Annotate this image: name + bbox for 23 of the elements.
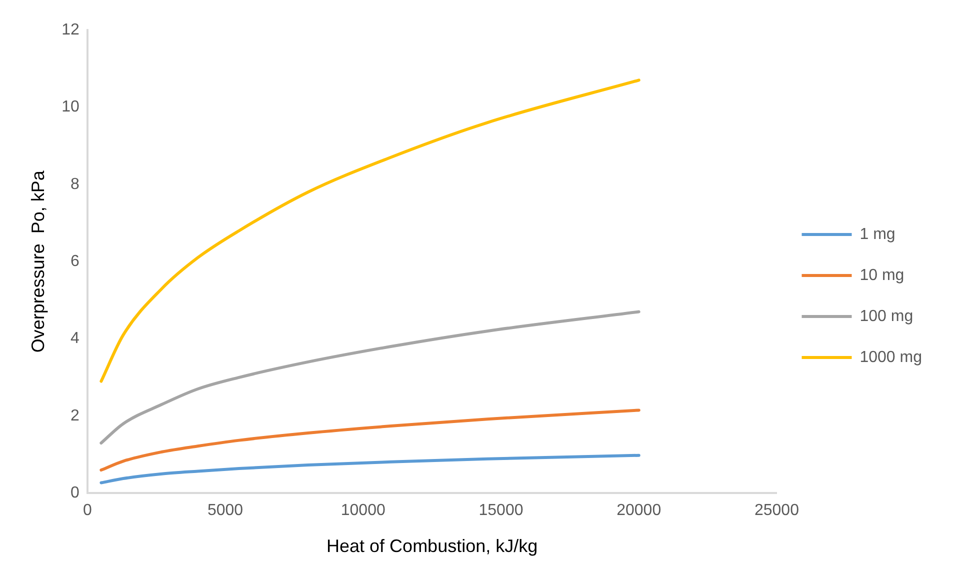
x-tick-label: 0 bbox=[82, 502, 92, 520]
line-series bbox=[100, 408, 640, 472]
legend-label: 1 mg bbox=[860, 226, 896, 243]
y-axis-title: Overpressure Po, kPa bbox=[28, 170, 48, 353]
x-tick-label: 5000 bbox=[207, 502, 244, 520]
x-tick-label: 15000 bbox=[478, 502, 524, 520]
line-series bbox=[100, 78, 640, 383]
x-tick-label: 25000 bbox=[754, 502, 800, 520]
y-tick-label: 0 bbox=[70, 484, 80, 502]
line-series bbox=[100, 310, 640, 445]
x-axis-title: Heat of Combustion, kJ/kg bbox=[326, 536, 538, 556]
legend-label: 1000 mg bbox=[860, 348, 922, 366]
x-tick-label: 20000 bbox=[616, 502, 662, 520]
legend-label: 100 mg bbox=[860, 308, 914, 325]
x-tick-label: 10000 bbox=[340, 502, 386, 520]
y-tick-label: 8 bbox=[70, 176, 80, 193]
y-tick-label: 10 bbox=[62, 98, 80, 116]
y-tick-label: 6 bbox=[70, 253, 80, 270]
y-tick-label: 4 bbox=[70, 330, 80, 348]
legend-label: 10 mg bbox=[860, 266, 904, 284]
y-tick-label: 12 bbox=[62, 21, 80, 38]
line-series bbox=[100, 454, 640, 484]
y-tick-label: 2 bbox=[70, 407, 80, 424]
